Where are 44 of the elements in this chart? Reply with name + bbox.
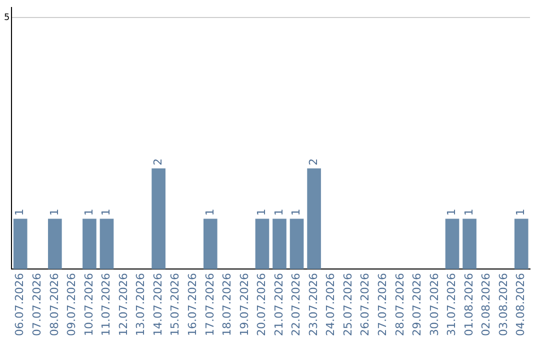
data-label: 1 (48, 208, 61, 216)
x-tick-label: 12.07.2026 (116, 273, 130, 336)
x-tick-label: 15.07.2026 (168, 273, 182, 336)
x-tick-label: 27.07.2026 (376, 273, 390, 336)
x-tick-label: 08.07.2026 (48, 273, 61, 336)
x-tick-label: 03.08.2026 (496, 273, 510, 336)
x-tick-label: 04.08.2026 (514, 273, 528, 336)
x-tick-label: 25.07.2026 (341, 273, 354, 336)
x-tick-label: 28.07.2026 (393, 273, 406, 336)
data-label: 1 (445, 208, 458, 216)
data-label: 1 (514, 208, 528, 216)
x-tick-label: 22.07.2026 (290, 273, 303, 336)
data-label: 1 (13, 208, 26, 216)
x-tick-label: 17.07.2026 (203, 273, 216, 336)
x-tick-label: 14.07.2026 (151, 273, 164, 336)
data-label: 2 (151, 158, 164, 166)
data-label: 1 (100, 208, 113, 216)
data-label: 1 (82, 208, 96, 216)
x-tick-label: 13.07.2026 (134, 273, 148, 336)
x-tick-label: 18.07.2026 (220, 273, 234, 336)
data-label: 1 (290, 208, 303, 216)
x-tick-label: 11.07.2026 (100, 273, 113, 336)
x-tick-label: 09.07.2026 (65, 273, 78, 336)
x-tick-label: 21.07.2026 (272, 273, 286, 336)
x-tick-label: 20.07.2026 (255, 273, 268, 336)
x-tick-label: 01.08.2026 (462, 273, 476, 336)
y-tick-label: 5 (4, 12, 10, 23)
x-tick-label: 31.07.2026 (445, 273, 458, 336)
data-label: 1 (203, 208, 216, 216)
x-tick-label: 19.07.2026 (238, 273, 251, 336)
x-tick-label: 30.07.2026 (428, 273, 441, 336)
x-tick-label: 29.07.2026 (410, 273, 424, 336)
data-label: 1 (462, 208, 476, 216)
x-tick-label: 26.07.2026 (358, 273, 372, 336)
x-tick-label: 07.07.2026 (30, 273, 44, 336)
x-tick-label: 02.08.2026 (480, 273, 493, 336)
data-label: 2 (306, 158, 320, 166)
data-label: 1 (255, 208, 268, 216)
x-tick-label: 23.07.2026 (306, 273, 320, 336)
x-tick-label: 10.07.2026 (82, 273, 96, 336)
x-tick-label: 16.07.2026 (186, 273, 199, 336)
x-tick-label: 06.07.2026 (13, 273, 26, 336)
data-label: 1 (272, 208, 286, 216)
x-tick-label: 24.07.2026 (324, 273, 338, 336)
